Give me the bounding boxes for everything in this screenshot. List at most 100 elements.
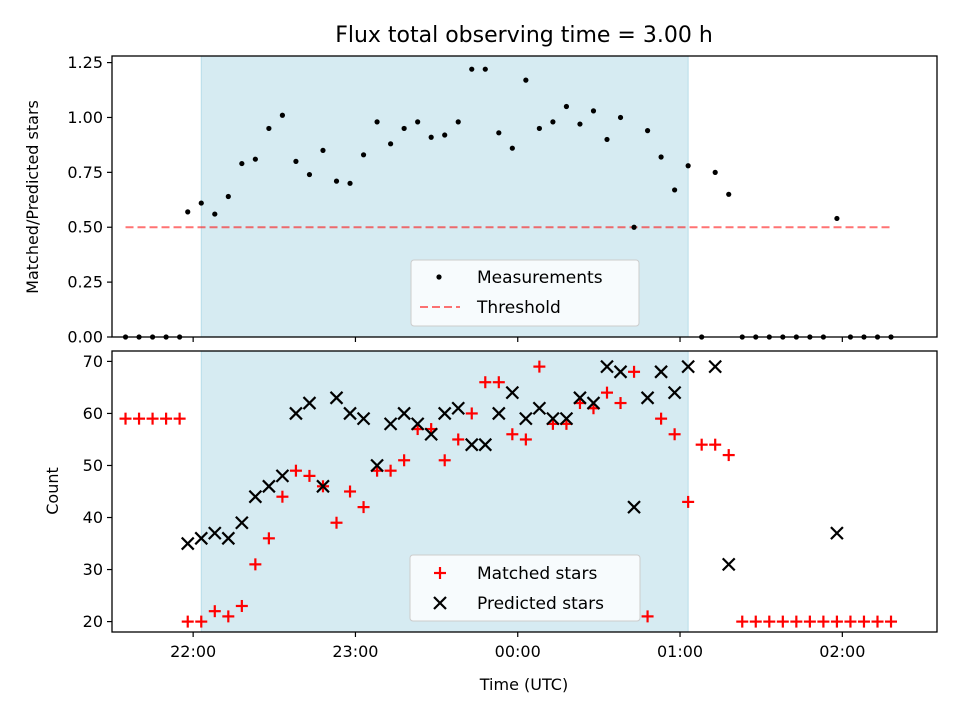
predicted-stars-point — [248, 489, 263, 504]
measurement-point — [550, 119, 556, 125]
measurement-point — [360, 152, 367, 158]
count-y-tick-label: 50 — [83, 456, 103, 475]
predicted-stars-point — [383, 417, 398, 431]
matched-stars-point — [682, 495, 695, 508]
measurement-point — [536, 125, 542, 132]
ratio-y-axis-label: Matched/Predicted stars — [23, 100, 42, 294]
predicted-stars-point — [410, 417, 425, 431]
predicted-stars-point — [627, 500, 641, 514]
ratio-y-tick-label: 0.75 — [67, 163, 103, 182]
matched-stars-point — [249, 558, 262, 571]
predicted-stars-point — [505, 385, 520, 400]
predicted-stars-point — [370, 458, 384, 473]
measurement-point — [266, 125, 272, 132]
measurement-point — [469, 66, 475, 72]
predicted-stars-point — [559, 411, 574, 426]
count-y-tick-label: 70 — [83, 352, 103, 371]
matched-stars-point — [119, 412, 132, 425]
ratio-legend: Measurements Threshold — [410, 259, 640, 327]
legend-predicted-marker — [433, 596, 447, 610]
matched-stars-point — [736, 615, 749, 628]
predicted-stars-point — [721, 557, 736, 572]
ratio-y-tick-label: 0.50 — [67, 218, 103, 237]
predicted-stars-point — [289, 406, 303, 421]
legend-threshold-label: Threshold — [476, 298, 561, 318]
predicted-stars-point — [451, 401, 466, 416]
measurement-point — [590, 108, 597, 114]
predicted-stars-point — [262, 479, 276, 494]
matched-stars-point — [222, 610, 235, 623]
measurement-point — [198, 200, 204, 206]
predicted-stars-point — [424, 427, 438, 442]
ratio-y-tick-label: 1.25 — [67, 53, 103, 72]
matched-stars-point — [885, 615, 898, 628]
predicted-stars-point — [546, 411, 560, 426]
measurement-point — [442, 132, 448, 138]
matched-stars-point — [790, 615, 803, 628]
legend-measurements-label: Measurements — [477, 268, 603, 288]
predicted-stars-point — [194, 531, 209, 546]
matched-stars-point — [844, 615, 857, 628]
matched-stars-point — [641, 610, 654, 623]
measurement-point — [455, 119, 461, 125]
matched-stars-point — [357, 501, 370, 514]
legend-matched-marker — [434, 567, 446, 579]
matched-stars-point — [173, 412, 186, 425]
predicted-stars-point — [600, 359, 614, 374]
matched-stars-point — [181, 615, 194, 628]
predicted-stars-point — [519, 411, 533, 426]
measurement-point — [685, 163, 691, 169]
predicted-stars-point — [329, 391, 344, 405]
count-y-tick-label: 20 — [83, 612, 103, 631]
matched-stars-point — [344, 485, 357, 498]
matched-stars-point — [160, 412, 173, 425]
measurement-point — [225, 193, 231, 200]
measurement-point — [658, 154, 664, 160]
matched-stars-point — [146, 412, 159, 425]
ratio-y-tick-label: 0.25 — [67, 273, 103, 292]
predicted-stars-point — [667, 385, 682, 400]
matched-stars-point — [763, 615, 776, 628]
predicted-stars-point — [235, 515, 249, 530]
matched-stars-point — [668, 428, 681, 441]
count-y-axis-label: Count — [43, 467, 62, 515]
time-x-tick-label: 02:00 — [819, 642, 865, 661]
predicted-stars-point — [492, 406, 506, 421]
matched-stars-point — [695, 438, 708, 451]
matched-stars-point — [235, 599, 248, 612]
predicted-stars-point — [681, 359, 695, 374]
predicted-stars-point — [397, 406, 411, 421]
matched-stars-point — [519, 433, 532, 446]
predicted-stars-point — [640, 391, 655, 405]
count-legend-box — [409, 554, 641, 622]
measurement-point — [306, 171, 313, 178]
matched-stars-point — [722, 449, 735, 462]
matched-stars-point — [817, 615, 830, 628]
measurement-point — [644, 128, 651, 134]
chart-title: Flux total observing time = 3.00 h — [335, 23, 713, 48]
measurement-point — [252, 156, 258, 162]
predicted-stars-point — [275, 469, 290, 483]
measurement-point — [482, 66, 488, 72]
count-legend: Matched stars Predicted stars — [409, 554, 641, 622]
predicted-stars-point — [586, 396, 601, 410]
predicted-stars-point — [343, 406, 357, 421]
predicted-stars-point — [180, 536, 195, 551]
matched-stars-point — [276, 490, 289, 503]
measurement-point — [212, 211, 218, 217]
predicted-stars-point — [830, 526, 844, 540]
matched-stars-point — [830, 615, 843, 628]
predicted-stars-point — [708, 359, 722, 374]
matched-stars-point — [262, 532, 275, 545]
matched-stars-point — [749, 615, 762, 628]
ratio-y-tick-label: 0.00 — [67, 328, 103, 347]
measurement-point — [712, 169, 718, 175]
ratio-axes-frame — [111, 55, 938, 338]
measurement-point — [401, 125, 407, 132]
predicted-stars-point — [208, 526, 222, 540]
matched-stars-point — [857, 615, 870, 628]
measurement-point — [617, 114, 624, 121]
measurement-point — [374, 119, 380, 125]
count-y-tick-label: 30 — [83, 560, 103, 579]
time-x-tick-label: 22:00 — [170, 642, 216, 661]
